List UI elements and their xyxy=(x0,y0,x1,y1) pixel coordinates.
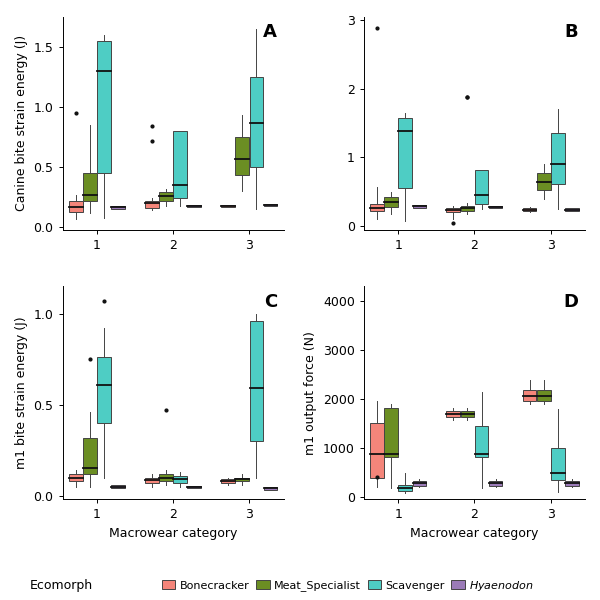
Legend: Bonecracker, Meat_Specialist, Scavenger, $\it{Hyaenodon}$: Bonecracker, Meat_Specialist, Scavenger,… xyxy=(158,574,538,597)
Bar xyxy=(173,131,187,199)
Bar xyxy=(370,204,384,211)
Bar xyxy=(83,437,97,474)
Bar xyxy=(565,208,579,211)
Bar xyxy=(523,390,536,401)
Bar xyxy=(221,479,235,483)
Bar xyxy=(413,205,426,208)
Text: Ecomorph: Ecomorph xyxy=(30,578,93,592)
Text: D: D xyxy=(563,293,578,311)
Bar xyxy=(235,137,249,175)
Bar xyxy=(159,193,173,201)
Bar xyxy=(489,206,502,208)
Y-axis label: m1 bite strain energy (J): m1 bite strain energy (J) xyxy=(15,317,28,469)
Bar xyxy=(523,208,536,211)
Y-axis label: Canine bite strain energy (J): Canine bite strain energy (J) xyxy=(15,35,28,211)
Bar xyxy=(551,133,565,184)
Bar xyxy=(111,206,125,209)
Bar xyxy=(221,205,235,208)
Bar xyxy=(537,173,551,190)
Bar xyxy=(475,170,488,204)
Bar xyxy=(263,487,277,490)
Bar xyxy=(69,201,83,212)
X-axis label: Macrowear category: Macrowear category xyxy=(410,527,539,540)
Bar xyxy=(385,408,398,457)
Bar xyxy=(398,485,412,491)
Bar xyxy=(461,411,474,416)
Bar xyxy=(250,77,263,167)
Bar xyxy=(446,411,460,416)
Bar xyxy=(398,118,412,188)
Bar xyxy=(250,321,263,441)
Bar xyxy=(489,481,502,486)
Bar xyxy=(235,478,249,481)
Bar xyxy=(551,448,565,480)
Bar xyxy=(159,474,173,481)
Bar xyxy=(97,358,111,423)
Bar xyxy=(145,201,159,208)
Bar xyxy=(187,486,201,488)
Bar xyxy=(413,481,426,486)
Bar xyxy=(537,390,551,401)
Bar xyxy=(97,41,111,173)
Y-axis label: m1 output force (N): m1 output force (N) xyxy=(304,331,317,455)
Bar xyxy=(370,422,384,478)
Bar xyxy=(145,478,159,483)
Bar xyxy=(83,173,97,201)
Bar xyxy=(187,205,201,208)
Bar xyxy=(173,476,187,483)
Bar xyxy=(263,204,277,206)
Bar xyxy=(111,485,125,488)
Bar xyxy=(446,208,460,212)
Text: C: C xyxy=(264,293,277,311)
Bar xyxy=(461,206,474,211)
Bar xyxy=(475,426,488,457)
Bar xyxy=(565,481,579,486)
Text: B: B xyxy=(565,23,578,41)
Bar xyxy=(385,197,398,207)
Bar xyxy=(69,474,83,481)
X-axis label: Macrowear category: Macrowear category xyxy=(109,527,238,540)
Text: A: A xyxy=(263,23,277,41)
